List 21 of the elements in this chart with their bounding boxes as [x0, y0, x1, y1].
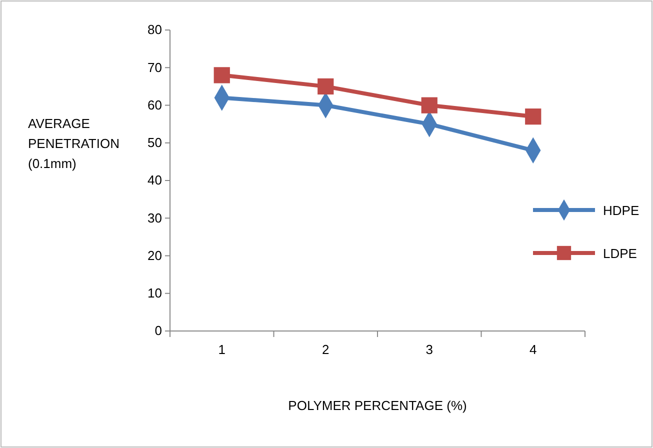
x-tick-label: 1 [218, 342, 226, 358]
x-tick-label: 2 [322, 342, 330, 358]
x-tick-label: 3 [426, 342, 433, 358]
y-tick-label: 70 [148, 60, 162, 75]
point [525, 108, 542, 125]
y-tick-label: 0 [154, 323, 162, 338]
y-tick-label: 80 [148, 22, 162, 38]
legend-label: LDPE [603, 246, 638, 261]
y-tick-label: 20 [148, 248, 162, 263]
point [318, 78, 334, 94]
y-axis-title: AVERAGE PENETRATION (0.1mm) [28, 116, 120, 171]
point [214, 67, 230, 84]
point [421, 97, 438, 114]
y-tick-label: 30 [148, 210, 162, 226]
x-tick-label: 4 [530, 342, 537, 358]
x-axis-title: POLYMER PERCENTAGE (%) [288, 398, 467, 413]
y-tick-label: 10 [148, 286, 162, 301]
y-tick-label: 60 [148, 97, 162, 112]
legend-label: HDPE [603, 203, 640, 218]
y-tick-label: 50 [148, 135, 162, 150]
y-tick-label: 40 [148, 172, 162, 188]
